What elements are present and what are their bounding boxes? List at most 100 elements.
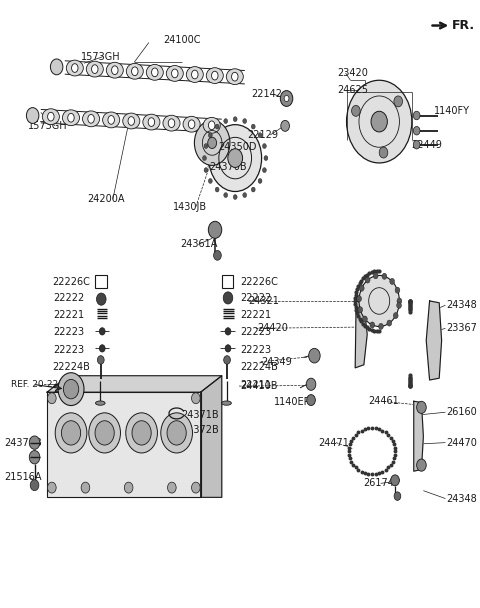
Ellipse shape <box>128 117 134 125</box>
Circle shape <box>252 187 255 192</box>
Text: 26160: 26160 <box>446 407 477 417</box>
Circle shape <box>359 275 399 326</box>
Circle shape <box>48 393 56 404</box>
Circle shape <box>394 492 401 500</box>
Text: 24410B: 24410B <box>240 381 277 391</box>
Text: 1140FY: 1140FY <box>434 106 470 116</box>
Circle shape <box>224 193 228 198</box>
Ellipse shape <box>62 110 80 126</box>
Ellipse shape <box>68 114 74 122</box>
Circle shape <box>126 413 157 453</box>
Circle shape <box>97 356 104 364</box>
Ellipse shape <box>143 114 160 130</box>
Text: 24470: 24470 <box>446 438 477 447</box>
Text: FR.: FR. <box>452 19 475 32</box>
Text: 24372B: 24372B <box>181 426 219 435</box>
Ellipse shape <box>92 65 98 74</box>
Text: 24371B: 24371B <box>181 410 219 420</box>
Circle shape <box>96 293 106 305</box>
Ellipse shape <box>203 117 220 133</box>
Circle shape <box>132 421 151 445</box>
Ellipse shape <box>42 109 60 125</box>
Text: 23367: 23367 <box>446 323 477 333</box>
Circle shape <box>417 401 426 413</box>
Ellipse shape <box>222 401 231 405</box>
Circle shape <box>360 285 364 291</box>
Circle shape <box>168 482 176 493</box>
Text: REF. 20-221A: REF. 20-221A <box>11 380 70 389</box>
Polygon shape <box>47 376 222 392</box>
Circle shape <box>167 421 186 445</box>
Text: 1573GH: 1573GH <box>81 52 120 61</box>
Ellipse shape <box>88 114 94 123</box>
Circle shape <box>161 413 192 453</box>
Text: 22226C: 22226C <box>240 277 278 286</box>
Text: 24375B: 24375B <box>4 438 42 447</box>
Circle shape <box>89 413 120 453</box>
Circle shape <box>309 348 320 363</box>
Text: 24349: 24349 <box>262 357 292 367</box>
Circle shape <box>215 187 219 192</box>
Text: 24200A: 24200A <box>87 195 124 204</box>
Ellipse shape <box>48 112 54 121</box>
Circle shape <box>281 120 289 131</box>
Circle shape <box>252 124 255 129</box>
Ellipse shape <box>146 64 163 80</box>
Ellipse shape <box>206 67 223 83</box>
Circle shape <box>258 133 262 137</box>
Circle shape <box>192 393 200 404</box>
Circle shape <box>263 143 266 148</box>
Ellipse shape <box>171 69 178 78</box>
Circle shape <box>393 313 398 319</box>
Text: 1573GH: 1573GH <box>28 121 68 131</box>
Circle shape <box>50 59 63 75</box>
Circle shape <box>362 316 367 322</box>
Circle shape <box>263 168 266 173</box>
Circle shape <box>208 133 212 137</box>
Circle shape <box>396 302 401 308</box>
Text: 22211: 22211 <box>240 380 271 390</box>
Circle shape <box>29 451 40 464</box>
Circle shape <box>29 436 40 449</box>
Circle shape <box>55 413 87 453</box>
Circle shape <box>209 125 262 192</box>
Text: 22221: 22221 <box>240 310 271 320</box>
Ellipse shape <box>183 116 200 132</box>
Circle shape <box>224 356 230 364</box>
Ellipse shape <box>166 66 183 81</box>
Circle shape <box>124 482 133 493</box>
Text: 22222: 22222 <box>53 293 84 303</box>
Ellipse shape <box>103 112 120 128</box>
Circle shape <box>214 250 221 260</box>
Circle shape <box>58 373 84 406</box>
Circle shape <box>224 119 228 123</box>
Text: 24100C: 24100C <box>164 35 201 44</box>
Circle shape <box>243 193 247 198</box>
Circle shape <box>194 120 230 165</box>
Ellipse shape <box>126 63 144 79</box>
Ellipse shape <box>66 60 84 76</box>
Circle shape <box>208 221 222 238</box>
Circle shape <box>208 179 212 184</box>
Text: 24625: 24625 <box>337 85 368 95</box>
Circle shape <box>347 80 412 163</box>
Polygon shape <box>355 301 367 368</box>
Circle shape <box>48 482 56 493</box>
Circle shape <box>95 421 114 445</box>
Text: 22223: 22223 <box>240 345 271 354</box>
Circle shape <box>203 156 206 161</box>
Circle shape <box>243 119 247 123</box>
Circle shape <box>413 126 420 135</box>
Circle shape <box>223 292 233 304</box>
Text: 24361A: 24361A <box>180 240 218 249</box>
Circle shape <box>26 108 39 123</box>
Text: 23420: 23420 <box>337 68 368 78</box>
Ellipse shape <box>132 67 138 75</box>
Ellipse shape <box>163 116 180 131</box>
Ellipse shape <box>86 61 103 77</box>
Polygon shape <box>414 401 423 471</box>
Circle shape <box>204 168 208 173</box>
Ellipse shape <box>123 113 140 129</box>
Circle shape <box>192 482 200 493</box>
Circle shape <box>379 323 384 330</box>
